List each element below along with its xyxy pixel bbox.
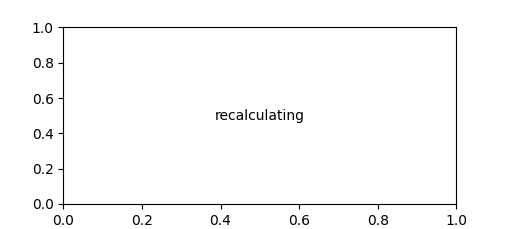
Text: recalculating: recalculating: [215, 109, 305, 123]
